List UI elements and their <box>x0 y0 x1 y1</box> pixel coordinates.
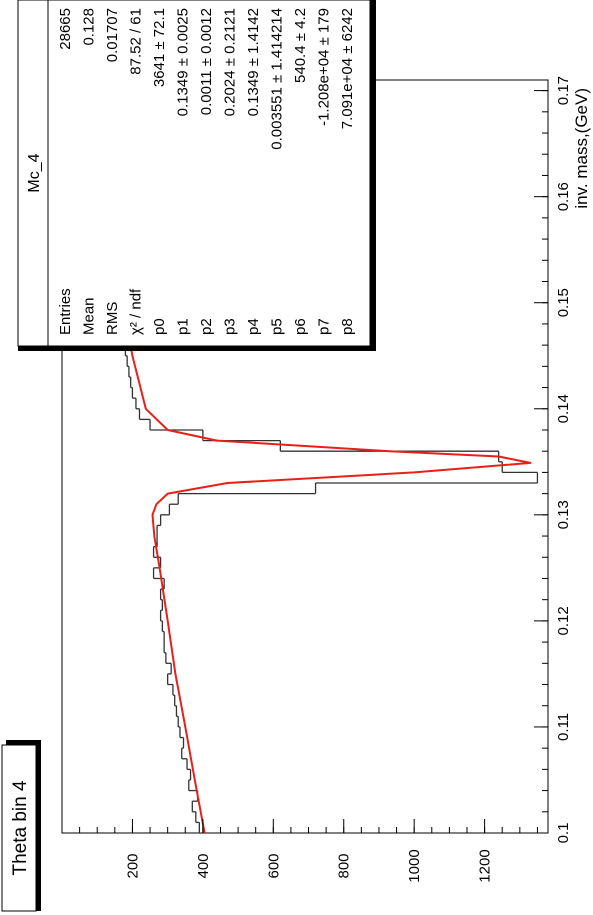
stats-value: 7.091e+04 ± 6242 <box>339 8 356 129</box>
stats-value: 540.4 ± 4.2 <box>292 8 309 83</box>
stats-box-name: Mc_4 <box>26 153 43 192</box>
x-tick-label: 0.14 <box>555 394 572 423</box>
stats-label: p5 <box>269 318 286 335</box>
stats-value: 3641 ± 72.1 <box>151 8 168 87</box>
stats-label: p1 <box>175 318 192 335</box>
stats-label: p0 <box>151 318 168 335</box>
x-tick-label: 0.1 <box>555 823 572 844</box>
y-axis: 200 400 600 800 1000 1200 <box>79 819 538 883</box>
stats-label: p8 <box>339 318 356 335</box>
stats-label: p6 <box>292 318 309 335</box>
stats-label: χ² / ndf <box>128 288 145 335</box>
x-tick-label: 0.17 <box>555 76 572 105</box>
stats-value: 0.1349 ± 0.0025 <box>175 8 192 116</box>
x-axis-label: inv. mass,(GeV) <box>572 88 591 209</box>
stats-value: -1.208e+04 ± 179 <box>316 8 333 126</box>
stats-value: 0.128 <box>81 8 98 46</box>
y-tick-label: 1000 <box>406 849 423 882</box>
stats-label: Entries <box>57 288 74 335</box>
stats-box: Mc_4 Entries 28665 Mean 0.128 RMS 0.01707 χ² /… <box>17 0 376 351</box>
stats-label: Mean <box>81 297 98 335</box>
stats-value: 87.52 / 61 <box>128 8 145 75</box>
x-tick-label: 0.13 <box>555 500 572 529</box>
x-tick-label: 0.11 <box>555 713 572 741</box>
stats-rows: Entries 28665 Mean 0.128 RMS 0.01707 χ² / ndf 8… <box>57 8 356 335</box>
stats-label: p7 <box>316 318 333 335</box>
stats-value: 0.1349 ± 1.4142 <box>245 8 262 116</box>
y-tick-label: 800 <box>336 853 353 878</box>
x-tick-label: 0.16 <box>555 182 572 211</box>
stats-label: RMS <box>104 302 121 335</box>
stats-label: p2 <box>198 318 215 335</box>
title-box: Theta bin 4 <box>1 740 41 912</box>
histogram-title: Theta bin 4 <box>10 780 31 875</box>
stats-value: 0.2024 ± 0.2121 <box>222 8 239 116</box>
stats-value: 0.01707 <box>104 8 121 62</box>
stats-value: 0.003551 ± 1.414214 <box>269 8 286 150</box>
stats-value: 0.0011 ± 0.0012 <box>198 8 215 115</box>
x-axis: inv. mass,(GeV) 0.1 0.11 0.12 0.13 0.14 0.15 0… <box>534 76 591 843</box>
y-tick-label: 200 <box>124 853 141 878</box>
y-tick-label: 1200 <box>477 849 494 882</box>
x-tick-label: 0.15 <box>555 288 572 317</box>
y-tick-label: 400 <box>195 853 212 878</box>
stats-label: p4 <box>245 318 262 335</box>
stats-label: p3 <box>222 318 239 335</box>
x-tick-label: 0.12 <box>555 606 572 635</box>
y-tick-label: 600 <box>265 853 282 878</box>
stats-value: 28665 <box>57 8 74 50</box>
